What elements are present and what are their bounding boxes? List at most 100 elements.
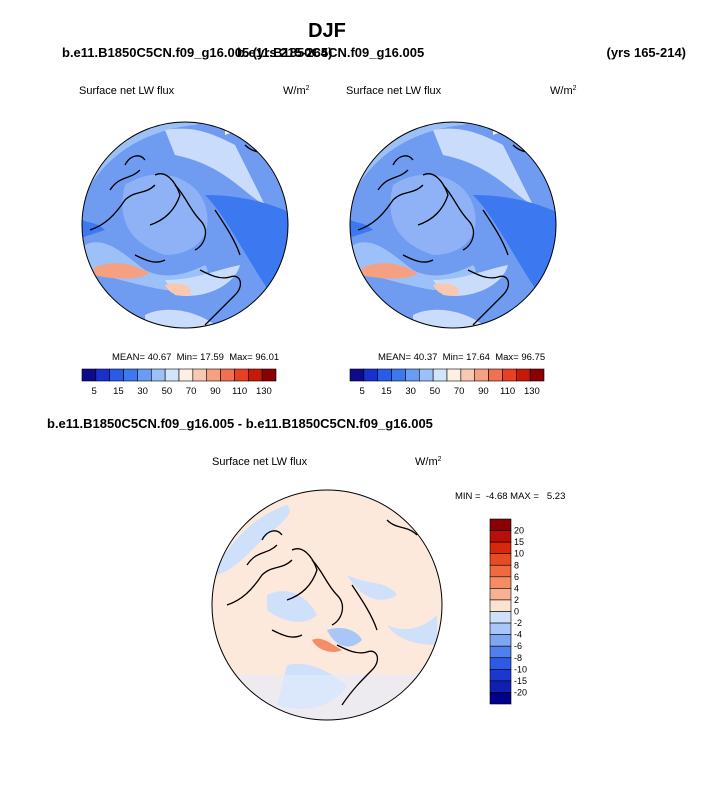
- colorbar-label: 8: [514, 560, 519, 570]
- map: [212, 490, 442, 720]
- colorbar-label: 20: [514, 526, 524, 536]
- colorbar-box: [349, 368, 365, 382]
- colorbar-label: 130: [256, 386, 272, 397]
- colorbar-box: [405, 368, 420, 382]
- colorbar-box: [234, 368, 249, 382]
- units-power: 2: [306, 85, 310, 92]
- colorbar-label: 90: [478, 386, 489, 397]
- colorbar-box: [489, 576, 512, 589]
- stats: MIN = -4.68 MAX = 5.23: [455, 491, 565, 502]
- colorbar-box: [489, 634, 512, 647]
- colorbar-box: [489, 622, 512, 635]
- colorbar-label: -6: [514, 641, 522, 651]
- colorbar-box: [489, 680, 512, 693]
- colorbar-box: [489, 645, 512, 659]
- colorbar-label: 5: [91, 386, 96, 397]
- colorbar-box: [529, 368, 545, 382]
- stats: MEAN= 40.67 Min= 17.59 Max= 96.01: [112, 352, 279, 363]
- colorbar-label: 5: [359, 386, 364, 397]
- units-label: W/m2: [415, 456, 442, 468]
- colorbar-box: [432, 368, 448, 382]
- colorbar-label: 15: [514, 537, 524, 547]
- colorbar-box: [261, 368, 277, 382]
- colorbar-box: [363, 368, 379, 382]
- years-label: (yrs 165-214): [607, 45, 687, 60]
- colorbar-box: [489, 564, 512, 578]
- colorbar-label: -10: [514, 664, 527, 674]
- units: W/m: [283, 85, 306, 97]
- colorbar-box: [418, 368, 434, 382]
- colorbar-box: [446, 368, 462, 382]
- units-label: W/m2: [283, 85, 310, 97]
- colorbar-box: [515, 368, 531, 382]
- units-power: 2: [573, 85, 577, 92]
- colorbar-label: 130: [524, 386, 540, 397]
- colorbar-label: -8: [514, 653, 522, 663]
- units: W/m: [415, 456, 438, 468]
- colorbar-box: [178, 368, 194, 382]
- units-label: W/m2: [550, 85, 577, 97]
- colorbar-label: 30: [405, 386, 416, 397]
- colorbar-box: [489, 599, 512, 612]
- colorbar-box: [206, 368, 221, 382]
- colorbar-box: [95, 368, 111, 382]
- colorbar-label: 110: [232, 386, 247, 397]
- colorbar-box: [109, 368, 124, 382]
- colorbar-box: [489, 588, 512, 601]
- colorbar-box: [489, 657, 512, 670]
- colorbar-label: -15: [514, 676, 527, 686]
- colorbar-box: [460, 368, 476, 382]
- colorbar-box: [150, 368, 166, 382]
- case-label: b.e11.B1850C5CN.f09_g16.005 (yrs 215-264…: [62, 45, 332, 60]
- colorbar-label: -20: [514, 687, 527, 697]
- colorbar-box: [192, 368, 208, 382]
- colorbar-box: [489, 541, 512, 554]
- colorbar-box: [489, 530, 512, 543]
- units-power: 2: [438, 456, 442, 463]
- colorbar-box: [488, 368, 503, 382]
- colorbar-label: 10: [514, 549, 524, 559]
- colorbar-label: 0: [514, 607, 519, 617]
- case-label: b.e11.B1850C5CN.f09_g16.005: [237, 45, 424, 60]
- colorbar-label: 70: [186, 386, 197, 397]
- colorbar-box: [247, 368, 263, 382]
- units: W/m: [550, 85, 573, 97]
- colorbar-label: 15: [381, 386, 392, 397]
- colorbar-label: 90: [210, 386, 221, 397]
- colorbar-label: 50: [162, 386, 173, 397]
- difference-title: b.e11.B1850C5CN.f09_g16.005 - b.e11.B185…: [47, 416, 433, 431]
- colorbar-box: [489, 518, 512, 531]
- colorbar-label: 70: [454, 386, 465, 397]
- colorbar-box: [81, 368, 97, 382]
- variable-label: Surface net LW flux: [346, 85, 442, 97]
- colorbar-label: -4: [514, 630, 522, 640]
- figure-title: DJF: [308, 20, 346, 42]
- map-border: [349, 121, 557, 329]
- colorbar-box: [164, 368, 180, 382]
- map-border: [81, 121, 289, 329]
- colorbar-box: [377, 368, 392, 382]
- colorbar-box: [489, 611, 512, 624]
- colorbar-box: [391, 368, 406, 382]
- colorbar-label: 2: [514, 595, 519, 605]
- variable-label: Surface net LW flux: [79, 85, 175, 97]
- colorbar-box: [220, 368, 235, 382]
- colorbar-box: [489, 669, 512, 682]
- colorbar-box: [123, 368, 138, 382]
- colorbar-label: 4: [514, 583, 519, 593]
- colorbar-box: [489, 553, 512, 566]
- colorbar-box: [137, 368, 152, 382]
- map: [82, 122, 288, 328]
- map: [350, 122, 556, 328]
- colorbar-box: [474, 368, 489, 382]
- colorbar-label: 50: [430, 386, 441, 397]
- stats: MEAN= 40.37 Min= 17.64 Max= 96.75: [378, 352, 545, 363]
- colorbar-label: 30: [137, 386, 148, 397]
- variable-label: Surface net LW flux: [212, 456, 308, 468]
- colorbar-label: 110: [500, 386, 515, 397]
- colorbar-label: 15: [113, 386, 124, 397]
- colorbar-box: [489, 692, 512, 705]
- colorbar-box: [502, 368, 517, 382]
- map-border: [211, 489, 443, 721]
